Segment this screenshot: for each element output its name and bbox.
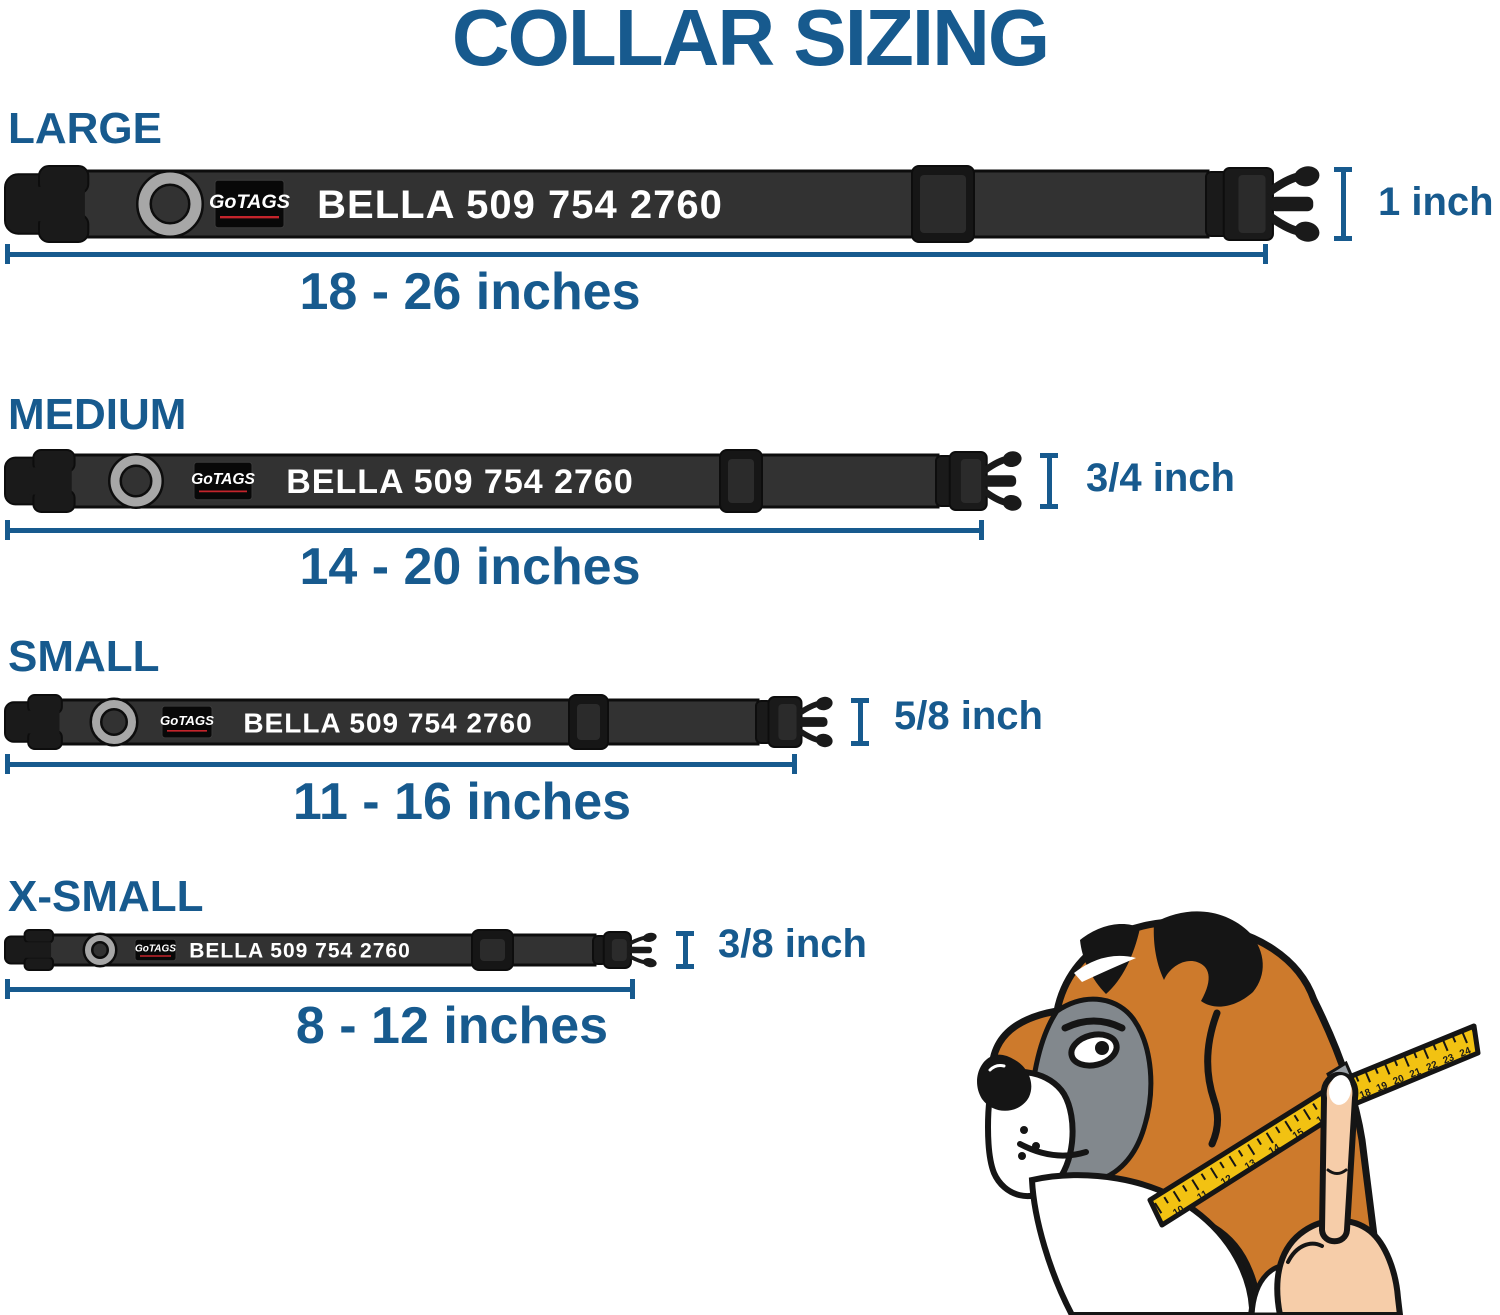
buckle-female-icon	[4, 165, 90, 243]
collar-svg: GoTAGS BELLA 509 754 2760	[4, 449, 1022, 513]
buckle-female-icon	[4, 929, 55, 971]
d-ring-icon	[108, 453, 164, 509]
collar-name-text: BELLA 509 754 2760	[189, 940, 411, 963]
d-ring-icon	[136, 170, 204, 238]
width-label-large: 1 inch	[1378, 180, 1494, 224]
brand-label: GoTAGS	[191, 471, 255, 488]
tri-glide-slider-icon	[911, 165, 975, 243]
hand-icon	[1274, 1071, 1403, 1315]
tape-number: 15	[1291, 1127, 1307, 1142]
buckle-male-icon	[755, 696, 833, 748]
size-label-x-small: X-SMALL	[8, 872, 204, 921]
collar-name-text: BELLA 509 754 2760	[286, 463, 634, 501]
dog-eye	[1061, 1017, 1126, 1069]
width-label-medium: 3/4 inch	[1086, 456, 1235, 500]
collar-svg: GoTAGS BELLA 509 754 2760	[4, 694, 833, 750]
page-title: COLLAR SIZING	[451, 0, 1050, 82]
hand-index-finger	[1319, 1071, 1359, 1245]
tape-number: 10	[1171, 1204, 1187, 1219]
brand-label: GoTAGS	[160, 713, 214, 728]
brand-patch: GoTAGS	[134, 938, 177, 962]
width-bracket-icon	[676, 931, 694, 969]
buckle-female-icon	[4, 694, 63, 750]
brand-patch: GoTAGS	[160, 705, 214, 739]
collar-svg: GoTAGS BELLA 509 754 2760	[4, 929, 657, 971]
width-label-small: 5/8 inch	[894, 694, 1043, 738]
tape-number: 13	[1243, 1157, 1259, 1172]
tape-number: 20	[1392, 1073, 1407, 1088]
size-label-medium: MEDIUM	[8, 390, 187, 439]
buckle-male-icon	[592, 931, 657, 969]
tape-number: 18	[1358, 1087, 1373, 1102]
collar-illustration-x-small: GoTAGS BELLA 509 754 2760	[0, 927, 665, 973]
buckle-female-icon	[4, 449, 76, 513]
tri-glide-slider-icon	[719, 449, 763, 513]
collar-name-text: BELLA 509 754 2760	[317, 183, 723, 227]
tape-number: 14	[1267, 1142, 1283, 1157]
tape-number: 12	[1219, 1173, 1235, 1188]
size-label-small: SMALL	[8, 632, 160, 681]
tri-glide-slider-icon	[568, 694, 609, 750]
d-ring-icon	[89, 697, 139, 747]
tape-number: 19	[1375, 1080, 1390, 1095]
collar-illustration-medium: GoTAGS BELLA 509 754 2760	[0, 447, 1030, 515]
length-measure-line	[5, 520, 984, 540]
tape-number: 23	[1442, 1052, 1457, 1067]
length-measure-line	[5, 754, 797, 774]
buckle-male-icon	[1205, 166, 1320, 242]
length-measure-line	[5, 979, 635, 999]
width-bracket-icon	[851, 698, 869, 746]
width-bracket-icon	[1040, 453, 1058, 509]
length-range-label-large: 18 - 26 inches	[299, 263, 641, 321]
brand-label: GoTAGS	[209, 191, 290, 213]
collar-svg: GoTAGS BELLA 509 754 2760	[4, 165, 1320, 243]
tape-number: 21	[1408, 1066, 1423, 1081]
collar-name-text: BELLA 509 754 2760	[243, 708, 532, 739]
size-label-large: LARGE	[8, 104, 162, 153]
brand-patch: GoTAGS	[209, 179, 290, 229]
d-ring-icon	[82, 932, 118, 968]
dog-measurement-illustration: 1011121314151618192021222324	[962, 878, 1490, 1315]
length-range-label-small: 11 - 16 inches	[292, 773, 632, 831]
dog-chest	[1028, 1172, 1256, 1315]
tri-glide-slider-icon	[471, 929, 514, 971]
dog-head-svg: 1011121314151618192021222324	[977, 911, 1481, 1315]
length-measure-line	[5, 244, 1268, 264]
fingertip-highlight	[1328, 1075, 1352, 1105]
dog-blaze	[1074, 955, 1136, 982]
width-label-x-small: 3/8 inch	[718, 922, 867, 966]
measuring-tape-icon: 1011121314151618192021222324	[1147, 1023, 1481, 1228]
collar-illustration-large: GoTAGS BELLA 509 754 2760	[0, 163, 1330, 245]
brand-patch: GoTAGS	[191, 461, 255, 501]
dog-ear-far	[1153, 911, 1263, 1007]
collar-illustration-small: GoTAGS BELLA 509 754 2760	[0, 692, 840, 752]
buckle-male-icon	[935, 451, 1022, 511]
length-range-label-medium: 14 - 20 inches	[299, 538, 641, 596]
length-range-label-x-small: 8 - 12 inches	[295, 997, 609, 1055]
dog-head	[977, 911, 1388, 1315]
width-bracket-icon	[1334, 167, 1352, 241]
tape-number: 22	[1425, 1059, 1440, 1074]
tape-number: 24	[1458, 1045, 1473, 1060]
brand-label: GoTAGS	[135, 944, 176, 955]
